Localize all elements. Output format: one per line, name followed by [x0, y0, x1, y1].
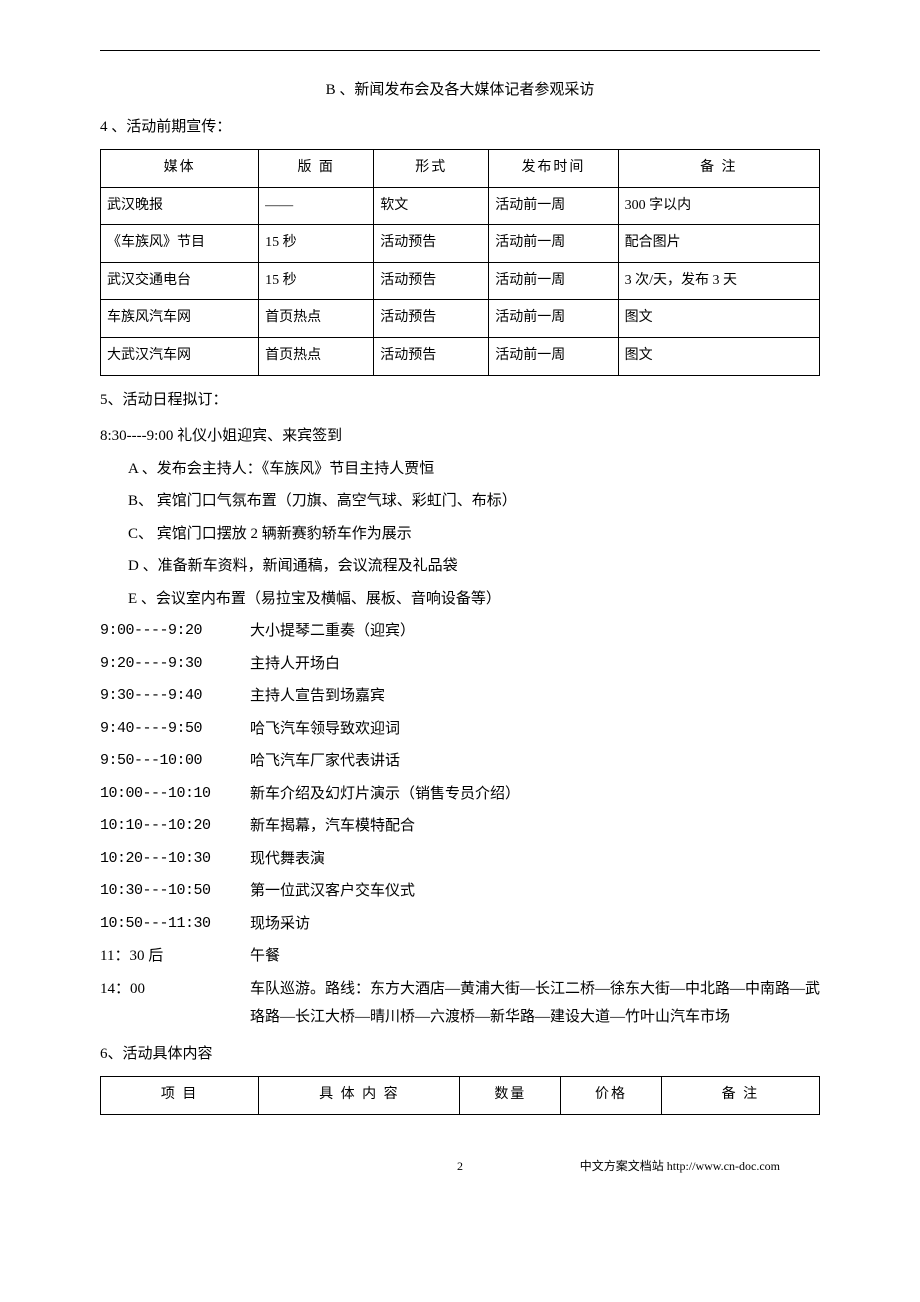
schedule-row: 11：30 后午餐 [100, 942, 820, 971]
schedule-row: 9:50---10:00哈飞汽车厂家代表讲话 [100, 747, 820, 776]
table-cell: 武汉晚报 [101, 187, 259, 225]
table-cell: 活动前一周 [489, 262, 618, 300]
schedule-time: 10:50---11:30 [100, 910, 250, 939]
table-cell: 图文 [618, 337, 819, 375]
table-cell: 活动预告 [374, 337, 489, 375]
t2-h5: 备 注 [661, 1077, 819, 1115]
schedule-desc: 现代舞表演 [250, 845, 820, 874]
t2-h1: 项 目 [101, 1077, 259, 1115]
table-cell: 活动前一周 [489, 300, 618, 338]
schedule-row: 9:30----9:40主持人宣告到场嘉宾 [100, 682, 820, 711]
table-cell: 活动前一周 [489, 337, 618, 375]
schedule-time: 14：00 [100, 975, 250, 1032]
schedule-time: 10:00---10:10 [100, 780, 250, 809]
schedule-time: 10:30---10:50 [100, 877, 250, 906]
t2-h3: 数量 [460, 1077, 561, 1115]
schedule-time: 9:40----9:50 [100, 715, 250, 744]
table-cell: 15 秒 [259, 225, 374, 263]
schedule-row: 9:20----9:30主持人开场白 [100, 650, 820, 679]
th-banmian: 版 面 [259, 150, 374, 188]
schedule-time: 11：30 后 [100, 942, 250, 971]
schedule-row: 10:10---10:20新车揭幕，汽车模特配合 [100, 812, 820, 841]
table-cell: 配合图片 [618, 225, 819, 263]
section-b-title: B 、新闻发布会及各大媒体记者参观采访 [100, 76, 820, 105]
schedule-time: 10:20---10:30 [100, 845, 250, 874]
page-number: 2 [353, 1155, 566, 1178]
schedule-desc: 新车揭幕，汽车模特配合 [250, 812, 820, 841]
prep-item: A 、发布会主持人：《车族风》节目主持人贾恒 [100, 455, 820, 484]
table-cell: 3 次/天，发布 3 天 [618, 262, 819, 300]
schedule-row: 9:40----9:50哈飞汽车领导致欢迎词 [100, 715, 820, 744]
schedule-row: 14：00车队巡游。路线：东方大酒店—黄浦大街—长江二桥—徐东大街—中北路—中南… [100, 975, 820, 1032]
schedule-intro: 8:30----9:00 礼仪小姐迎宾、来宾签到 [100, 422, 820, 451]
prep-item: C、 宾馆门口摆放 2 辆新赛豹轿车作为展示 [100, 520, 820, 549]
table-cell: 图文 [618, 300, 819, 338]
table-cell: 活动预告 [374, 225, 489, 263]
table-row: 《车族风》节目15 秒活动预告活动前一周配合图片 [101, 225, 820, 263]
top-horizontal-rule [100, 50, 820, 51]
schedule-desc: 车队巡游。路线：东方大酒店—黄浦大街—长江二桥—徐东大街—中北路—中南路—武珞路… [250, 975, 820, 1032]
th-remark: 备 注 [618, 150, 819, 188]
table-cell: 300 字以内 [618, 187, 819, 225]
table-cell: 首页热点 [259, 337, 374, 375]
schedule-desc: 大小提琴二重奏（迎宾） [250, 617, 820, 646]
th-time: 发布时间 [489, 150, 618, 188]
media-table: 媒体 版 面 形式 发布时间 备 注 武汉晚报——软文活动前一周300 字以内《… [100, 149, 820, 376]
schedule-row: 10:50---11:30现场采访 [100, 910, 820, 939]
schedule-desc: 哈飞汽车领导致欢迎词 [250, 715, 820, 744]
t2-h2: 具 体 内 容 [259, 1077, 460, 1115]
prep-item: E 、会议室内布置（易拉宝及横幅、展板、音响设备等） [100, 585, 820, 614]
schedule-time: 9:00----9:20 [100, 617, 250, 646]
th-media: 媒体 [101, 150, 259, 188]
footer-site: 中文方案文档站 http://www.cn-doc.com [567, 1155, 780, 1178]
table-cell: 《车族风》节目 [101, 225, 259, 263]
prep-item: B、 宾馆门口气氛布置（刀旗、高空气球、彩虹门、布标） [100, 487, 820, 516]
t2-h4: 价格 [561, 1077, 662, 1115]
table-cell: 活动预告 [374, 262, 489, 300]
schedule-desc: 现场采访 [250, 910, 820, 939]
page-footer: 2 中文方案文档站 http://www.cn-doc.com [100, 1155, 820, 1178]
schedule-desc: 哈飞汽车厂家代表讲话 [250, 747, 820, 776]
table-row: 武汉交通电台15 秒活动预告活动前一周3 次/天，发布 3 天 [101, 262, 820, 300]
section-5-label: 5、活动日程拟订： [100, 386, 820, 415]
section-6-label: 6、活动具体内容 [100, 1040, 820, 1069]
schedule-row: 10:00---10:10新车介绍及幻灯片演示（销售专员介绍） [100, 780, 820, 809]
schedule-desc: 第一位武汉客户交车仪式 [250, 877, 820, 906]
schedule-desc: 主持人开场白 [250, 650, 820, 679]
schedule-row: 10:20---10:30现代舞表演 [100, 845, 820, 874]
schedule-time: 10:10---10:20 [100, 812, 250, 841]
content-table: 项 目 具 体 内 容 数量 价格 备 注 [100, 1076, 820, 1115]
table-header-row: 媒体 版 面 形式 发布时间 备 注 [101, 150, 820, 188]
schedule-desc: 新车介绍及幻灯片演示（销售专员介绍） [250, 780, 820, 809]
table-cell: 车族风汽车网 [101, 300, 259, 338]
table-cell: 首页热点 [259, 300, 374, 338]
table-cell: 软文 [374, 187, 489, 225]
prep-item: D 、准备新车资料，新闻通稿，会议流程及礼品袋 [100, 552, 820, 581]
schedule-desc: 午餐 [250, 942, 820, 971]
table-cell: 15 秒 [259, 262, 374, 300]
schedule-row: 9:00----9:20大小提琴二重奏（迎宾） [100, 617, 820, 646]
th-xingshi: 形式 [374, 150, 489, 188]
schedule-desc: 主持人宣告到场嘉宾 [250, 682, 820, 711]
table-cell: 大武汉汽车网 [101, 337, 259, 375]
table-cell: 活动前一周 [489, 225, 618, 263]
section-4-label: 4 、活动前期宣传： [100, 113, 820, 142]
schedule-time: 9:50---10:00 [100, 747, 250, 776]
table-cell: —— [259, 187, 374, 225]
schedule-time: 9:20----9:30 [100, 650, 250, 679]
table-row: 武汉晚报——软文活动前一周300 字以内 [101, 187, 820, 225]
table-cell: 活动预告 [374, 300, 489, 338]
table-cell: 活动前一周 [489, 187, 618, 225]
table2-header-row: 项 目 具 体 内 容 数量 价格 备 注 [101, 1077, 820, 1115]
schedule-time: 9:30----9:40 [100, 682, 250, 711]
table-cell: 武汉交通电台 [101, 262, 259, 300]
schedule-row: 10:30---10:50第一位武汉客户交车仪式 [100, 877, 820, 906]
table-row: 车族风汽车网首页热点活动预告活动前一周图文 [101, 300, 820, 338]
table-row: 大武汉汽车网首页热点活动预告活动前一周图文 [101, 337, 820, 375]
